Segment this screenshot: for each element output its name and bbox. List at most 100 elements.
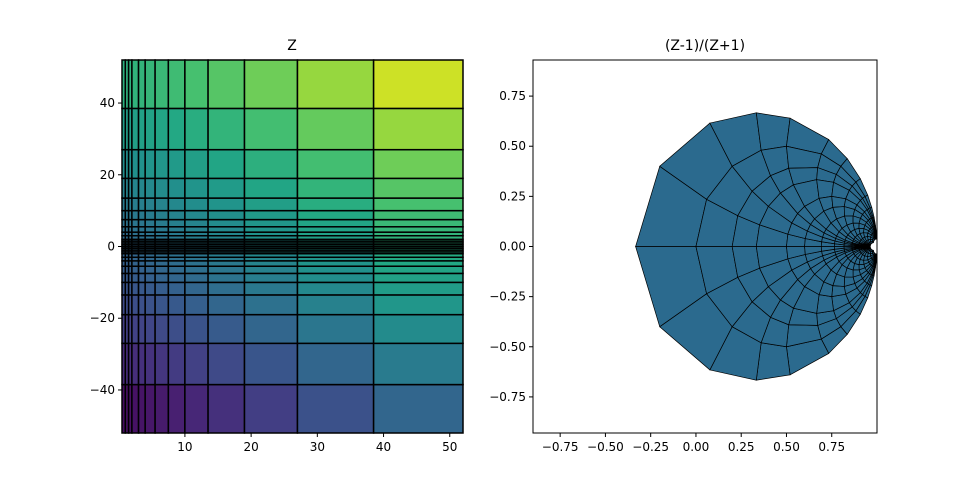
x-tick-label: 0.00	[683, 440, 710, 454]
mesh-cell	[154, 383, 170, 434]
mesh-cell	[372, 177, 464, 199]
mesh-cell	[296, 226, 375, 233]
mesh-cell	[154, 272, 170, 284]
mesh-cell	[207, 177, 246, 199]
mesh-cell	[167, 177, 186, 199]
mesh-cell	[372, 218, 464, 228]
mesh-cell	[184, 294, 209, 316]
x-tick-label: 40	[376, 440, 391, 454]
mesh-cell	[372, 59, 464, 110]
mesh-cell	[137, 107, 146, 151]
mesh-cell	[131, 272, 140, 284]
mesh-cell	[167, 59, 186, 110]
mesh-cell	[137, 383, 146, 434]
mesh-cell	[144, 313, 156, 345]
mesh-cell	[144, 265, 156, 275]
mesh-cell	[372, 313, 464, 345]
mesh-cell	[243, 260, 299, 267]
mesh-cell	[154, 265, 170, 275]
mesh-cell	[207, 197, 246, 212]
mesh-cell	[243, 218, 299, 228]
mesh-cell	[154, 294, 170, 316]
mesh-cell	[131, 148, 140, 180]
mesh-cell	[137, 313, 146, 345]
mesh-cell	[296, 383, 375, 434]
mesh-cell	[131, 107, 140, 151]
mesh-cell	[296, 265, 375, 275]
y-tick-label: 0.50	[499, 139, 526, 153]
mesh-cell	[131, 313, 140, 345]
mesh-cell	[131, 260, 140, 267]
mesh-cell	[154, 260, 170, 267]
mapped-cell	[816, 294, 834, 314]
mesh-cell	[167, 383, 186, 434]
mesh-cell	[372, 148, 464, 180]
mesh-cell	[131, 281, 140, 296]
left-x-axis: 10 20 30 40 50	[177, 433, 457, 454]
mesh-cell	[154, 107, 170, 151]
mesh-cell	[184, 177, 209, 199]
mesh-cell	[167, 209, 186, 221]
mesh-cell	[144, 260, 156, 267]
mesh-cell	[184, 209, 209, 221]
mesh-cell	[131, 209, 140, 221]
right-mesh	[635, 112, 877, 381]
mesh-cell	[243, 226, 299, 233]
mesh-cell	[184, 260, 209, 267]
mesh-cell	[131, 226, 140, 233]
mesh-cell	[131, 342, 140, 386]
mesh-cell	[154, 218, 170, 228]
mesh-cell	[144, 226, 156, 233]
mesh-cell	[137, 265, 146, 275]
right-y-axis: −0.75 −0.50 −0.25 0.00 0.25 0.50 0.75	[489, 89, 533, 404]
mesh-cell	[167, 272, 186, 284]
left-subplot: Z 10 20 30 40 50 −40 −20 0 20 40	[90, 38, 464, 454]
mesh-cell	[167, 342, 186, 386]
mesh-cell	[137, 209, 146, 221]
mesh-cell	[131, 59, 140, 110]
mesh-cell	[184, 107, 209, 151]
mesh-cell	[184, 218, 209, 228]
mesh-cell	[184, 197, 209, 212]
y-tick-label: 0.75	[499, 89, 526, 103]
mesh-cell	[243, 281, 299, 296]
mesh-cell	[296, 260, 375, 267]
mesh-cell	[167, 197, 186, 212]
x-tick-label: −0.75	[542, 440, 579, 454]
mesh-cell	[207, 313, 246, 345]
mesh-cell	[372, 226, 464, 233]
mesh-cell	[154, 197, 170, 212]
mesh-cell	[243, 197, 299, 212]
mesh-cell	[167, 107, 186, 151]
mesh-cell	[207, 59, 246, 110]
mesh-cell	[144, 281, 156, 296]
mesh-cell	[154, 177, 170, 199]
mesh-cell	[184, 342, 209, 386]
mesh-cell	[243, 177, 299, 199]
mesh-cell	[296, 177, 375, 199]
mesh-cell	[131, 197, 140, 212]
x-tick-label: 50	[442, 440, 457, 454]
mesh-cell	[144, 148, 156, 180]
mesh-cell	[144, 218, 156, 228]
mesh-cell	[372, 342, 464, 386]
mesh-cell	[207, 342, 246, 386]
mesh-cell	[167, 226, 186, 233]
mesh-cell	[207, 209, 246, 221]
mesh-cell	[184, 226, 209, 233]
y-tick-label: 20	[100, 168, 115, 182]
mesh-cell	[184, 265, 209, 275]
mesh-cell	[144, 197, 156, 212]
mesh-cell	[184, 281, 209, 296]
mesh-cell	[144, 383, 156, 434]
mesh-cell	[207, 226, 246, 233]
mesh-cell	[144, 294, 156, 316]
mesh-cell	[207, 260, 246, 267]
mesh-cell	[372, 383, 464, 434]
mesh-cell	[296, 148, 375, 180]
mesh-cell	[144, 209, 156, 221]
mesh-cell	[137, 148, 146, 180]
right-subplot: (Z-1)/(Z+1) −0.75 −0.50 −0.25 0.00 0.25 0.50 0…	[489, 38, 878, 454]
y-tick-label: −40	[90, 383, 115, 397]
